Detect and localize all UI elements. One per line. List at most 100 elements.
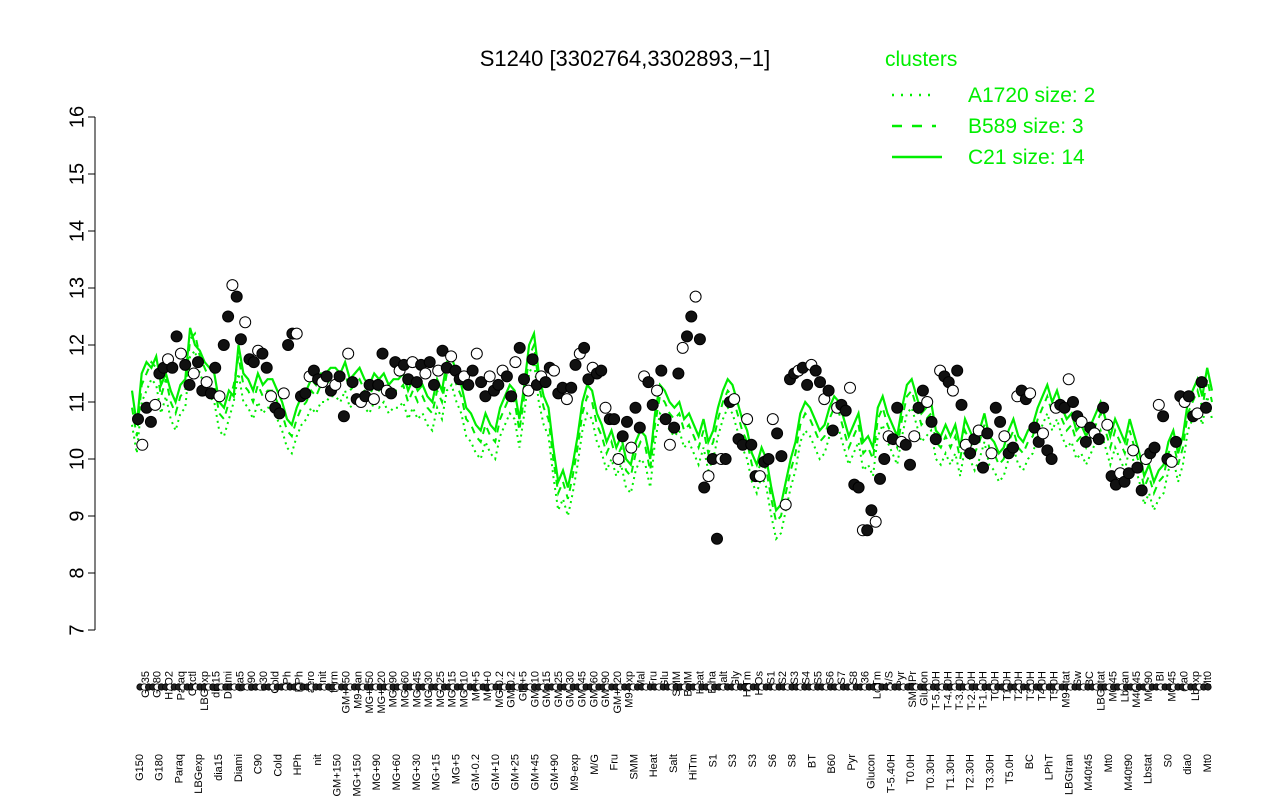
x-tick-label: BC: [1024, 754, 1036, 769]
x-tick-label: GM+25: [510, 754, 522, 790]
x-tick-label: HPh: [292, 754, 304, 775]
data-point: [445, 350, 458, 363]
x-tick-label: BI: [1155, 671, 1167, 681]
data-point: [681, 330, 693, 343]
data-point: [500, 370, 513, 383]
data-point: [612, 453, 625, 465]
data-point: [1127, 444, 1140, 457]
x-tick-label: Fru: [609, 754, 621, 771]
x-tick-label: T1.30H: [945, 754, 957, 790]
series-line-dashed: [131, 331, 1213, 524]
data-point: [505, 390, 518, 403]
data-point: [1135, 484, 1148, 497]
x-tick-label: M9-exp: [569, 754, 581, 791]
data-point: [1024, 387, 1037, 400]
data-point: [372, 378, 385, 391]
data-point: [844, 381, 856, 394]
data-point: [136, 438, 149, 451]
y-tick-label: 16: [66, 106, 88, 128]
x-tick-label: Pyr: [846, 754, 858, 771]
data-point: [230, 290, 243, 303]
data-point: [1191, 407, 1204, 420]
data-point: [869, 515, 882, 528]
x-tick-label: S5: [813, 671, 825, 684]
data-point: [702, 470, 715, 483]
data-point: [839, 404, 852, 417]
data-point: [183, 378, 196, 391]
data-point: [539, 376, 552, 389]
data-point: [668, 421, 681, 434]
data-point: [981, 427, 994, 440]
data-point: [475, 376, 488, 389]
x-tick-label: MG+150: [352, 754, 364, 797]
x-tick-label: S4: [801, 671, 813, 684]
data-point: [1067, 396, 1079, 408]
x-tick-label: Heat: [695, 671, 707, 694]
x-tick-label: S3: [727, 754, 739, 767]
data-point: [663, 438, 676, 451]
x-tick-label: dia0: [1182, 754, 1194, 775]
data-point: [651, 384, 663, 397]
x-tick-label: M/G: [589, 754, 601, 775]
data-point: [1148, 441, 1161, 454]
x-tick-label: T2.30H: [965, 754, 977, 790]
x-tick-label: B60: [826, 754, 838, 774]
data-point: [912, 401, 925, 414]
x-tick-label: T-3.40H: [954, 671, 966, 710]
data-point: [629, 401, 642, 414]
y-tick-label: 13: [66, 277, 88, 299]
data-point: [466, 364, 479, 377]
y-tick-label: 11: [66, 392, 88, 413]
data-point: [200, 376, 213, 389]
data-point: [608, 413, 621, 426]
data-point: [337, 410, 350, 423]
y-axis: 7 8 9 10 11 12 13 14 15 16: [66, 106, 96, 636]
data-point: [1037, 427, 1049, 440]
data-point: [234, 333, 247, 346]
data-point: [1092, 433, 1105, 446]
data-point: [689, 290, 702, 303]
data-point: [320, 370, 333, 383]
data-point: [994, 415, 1007, 428]
x-tick-label: GM+90: [549, 754, 561, 790]
x-tick-label: Paraq: [174, 754, 186, 783]
x-tick-label: Salt: [668, 754, 680, 773]
x-tick-label: Gly: [730, 671, 742, 688]
y-tick-label: 12: [66, 334, 88, 356]
x-tick-label: SMM: [628, 754, 640, 780]
data-point: [428, 378, 440, 391]
x-tick-label: Mt0: [1202, 754, 1214, 772]
x-tick-label: G180: [154, 754, 166, 781]
data-point: [646, 398, 659, 411]
data-point: [659, 413, 672, 426]
data-point: [410, 376, 423, 389]
data-point: [1045, 453, 1058, 465]
data-point: [741, 413, 754, 426]
x-tick-label: MG+120: [376, 671, 388, 714]
data-point: [779, 498, 792, 511]
data-point: [247, 356, 260, 369]
x-tick-label: GM+150: [341, 671, 353, 714]
x-tick-label: T0.30H: [925, 754, 937, 790]
legend-entry-b589: B589 size: 3: [968, 115, 1084, 138]
data-point: [946, 384, 959, 397]
x-tick-label: S8: [787, 754, 799, 767]
data-point: [578, 341, 591, 354]
x-tick-label: S8: [848, 671, 860, 684]
data-point: [1165, 455, 1178, 468]
y-tick-label: 15: [66, 163, 88, 185]
data-point: [1097, 401, 1110, 414]
x-tick-label: T-4.40H: [942, 671, 954, 710]
data-point: [865, 504, 878, 517]
x-tick-label: LBGstat: [1096, 671, 1108, 711]
x-tick-label: GM-0.2: [470, 754, 482, 791]
data-point: [642, 376, 655, 389]
data-point: [217, 339, 230, 351]
data-point: [226, 279, 239, 292]
plot-area: [130, 279, 1214, 545]
data-point: [548, 364, 560, 377]
x-tick-label: Oxctl: [187, 671, 199, 696]
x-markers: [136, 683, 1212, 691]
data-point: [908, 430, 921, 443]
x-tick-label: Heat: [648, 754, 660, 777]
